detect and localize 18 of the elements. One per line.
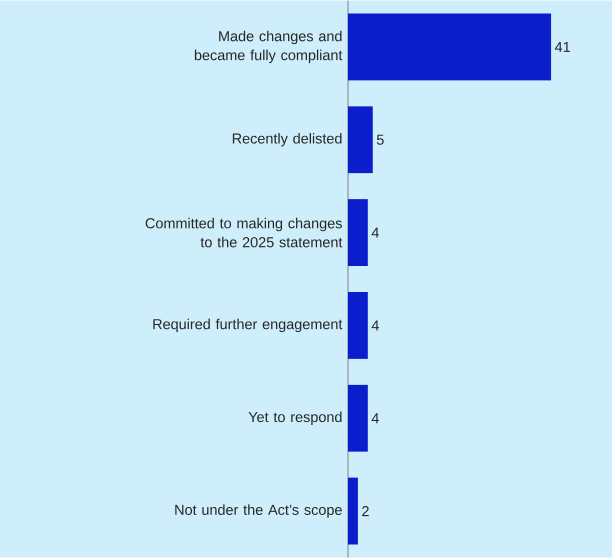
bar [348,13,552,80]
data-label: 5 [376,134,384,145]
bar [348,478,358,544]
data-label: 41 [554,42,570,52]
data-label: 2 [362,506,369,516]
y-tick-label: Recently delisted [232,133,342,146]
y-tick-label: Made changes and became fully compliant [194,30,342,64]
data-label: 4 [372,413,379,424]
bar [348,106,373,174]
bar [348,292,368,359]
bar [348,199,368,266]
y-tick-label: Committed to making changes to the 2025 statement [146,218,342,248]
y-tick-label: Not under the Act’s scope [175,504,342,518]
y-tick-label: Yet to respond [248,412,342,425]
bar [348,384,368,452]
data-label: 4 [372,228,379,238]
y-tick-label: Required further engagement [153,318,342,332]
data-label: 4 [372,320,379,330]
